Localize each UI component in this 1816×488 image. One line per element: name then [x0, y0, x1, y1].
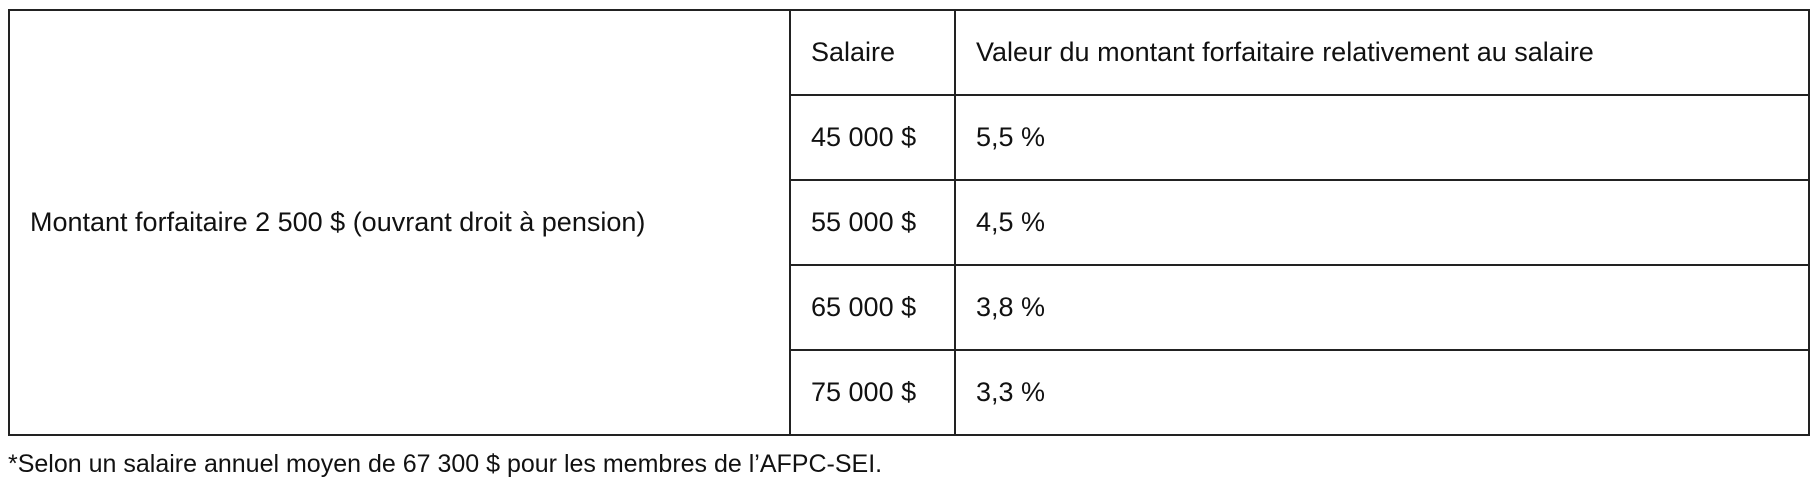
salary-cell: 75 000 $: [789, 349, 956, 436]
row: 45 000 $ 5,5 %: [9, 94, 1810, 181]
row: 65 000 $ 3,8 %: [9, 264, 1810, 351]
lump-sum-table: Montant forfaitaire 2 500 $ (ouvrant dro…: [8, 9, 1810, 436]
header-row: Montant forfaitaire 2 500 $ (ouvrant dro…: [8, 9, 1810, 436]
row: 75 000 $ 3,3 %: [9, 349, 1810, 436]
percent-cell: 5,5 %: [954, 94, 1810, 181]
salary-cell: 45 000 $: [789, 94, 956, 181]
percent-cell: 3,8 %: [954, 264, 1810, 351]
lump-sum-cell: Montant forfaitaire 2 500 $ (ouvrant dro…: [8, 9, 791, 436]
header-cell: Salaire: [789, 9, 956, 96]
footnote: *Selon un salaire annuel moyen de 67 300…: [8, 450, 883, 478]
header-cell: Valeur du montant forfaitaire relativeme…: [954, 9, 1810, 96]
salary-cell: 65 000 $: [789, 264, 956, 351]
percent-cell: 3,3 %: [954, 349, 1810, 436]
salary-cell: 55 000 $: [789, 179, 956, 266]
row: 55 000 $ 4,5 %: [9, 179, 1810, 266]
percent-cell: 4,5 %: [954, 179, 1810, 266]
